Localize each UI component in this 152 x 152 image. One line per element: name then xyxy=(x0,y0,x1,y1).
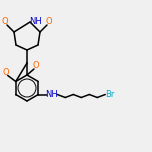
Text: O: O xyxy=(2,68,9,77)
Text: O: O xyxy=(46,17,52,26)
Text: O: O xyxy=(33,62,39,71)
Text: NH: NH xyxy=(29,17,41,26)
Text: NH: NH xyxy=(45,90,58,99)
Text: Br: Br xyxy=(106,90,115,99)
Text: O: O xyxy=(2,17,8,26)
